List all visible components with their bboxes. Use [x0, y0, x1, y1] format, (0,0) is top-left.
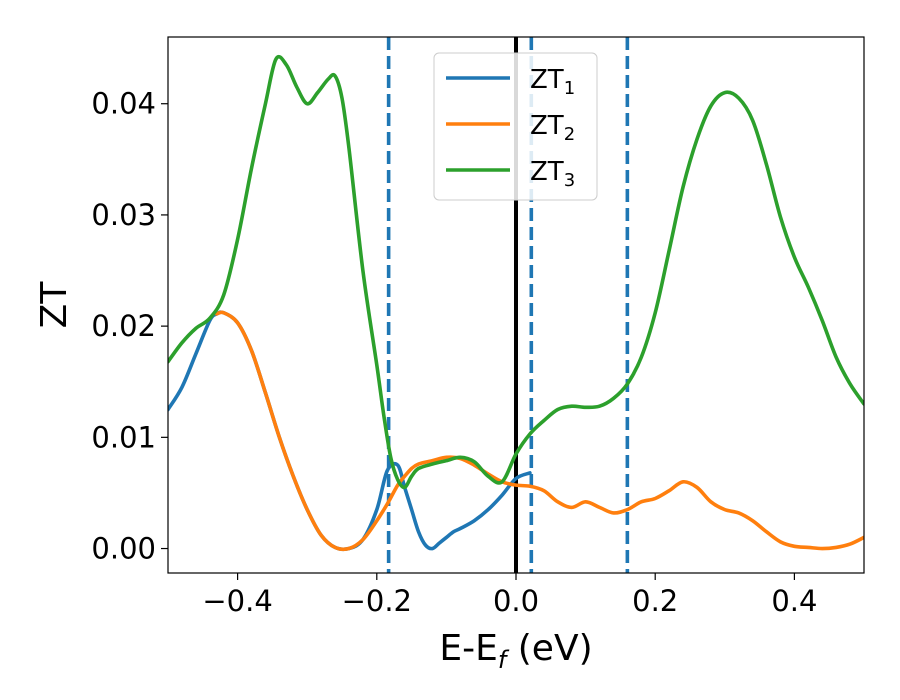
series-line-zt3	[168, 54, 864, 490]
y-tick-label: 0.02	[91, 309, 156, 343]
x-tick-label: 0.2	[632, 584, 678, 618]
x-axis-label-unit: (eV)	[506, 628, 592, 669]
y-axis-ticks: 0.00 0.01 0.02 0.03 0.04	[91, 87, 168, 566]
y-axis-label: ZT	[34, 281, 75, 329]
y-tick-label: 0.03	[91, 198, 156, 232]
x-tick-label: 0.4	[771, 584, 817, 618]
series-line-zt1	[168, 310, 532, 552]
series-line-zt2	[214, 310, 864, 552]
series-layer	[168, 54, 864, 552]
y-tick-label: 0.04	[91, 87, 156, 121]
legend-label-zt1: ZT1	[530, 65, 575, 99]
x-tick-label: −0.2	[342, 584, 412, 618]
legend-label-zt2: ZT2	[530, 111, 575, 145]
x-tick-label: 0.0	[493, 584, 539, 618]
y-tick-label: 0.01	[91, 420, 156, 454]
x-axis-label: E-Ef (eV)	[439, 628, 592, 674]
y-tick-label: 0.00	[91, 532, 156, 566]
legend-box	[433, 52, 598, 201]
legend-label-zt3: ZT3	[530, 157, 575, 191]
x-axis-ticks: −0.4 −0.2 0.0 0.2 0.4	[202, 573, 817, 618]
x-tick-label: −0.4	[202, 584, 272, 618]
legend: ZT1 ZT2 ZT3	[433, 52, 598, 201]
